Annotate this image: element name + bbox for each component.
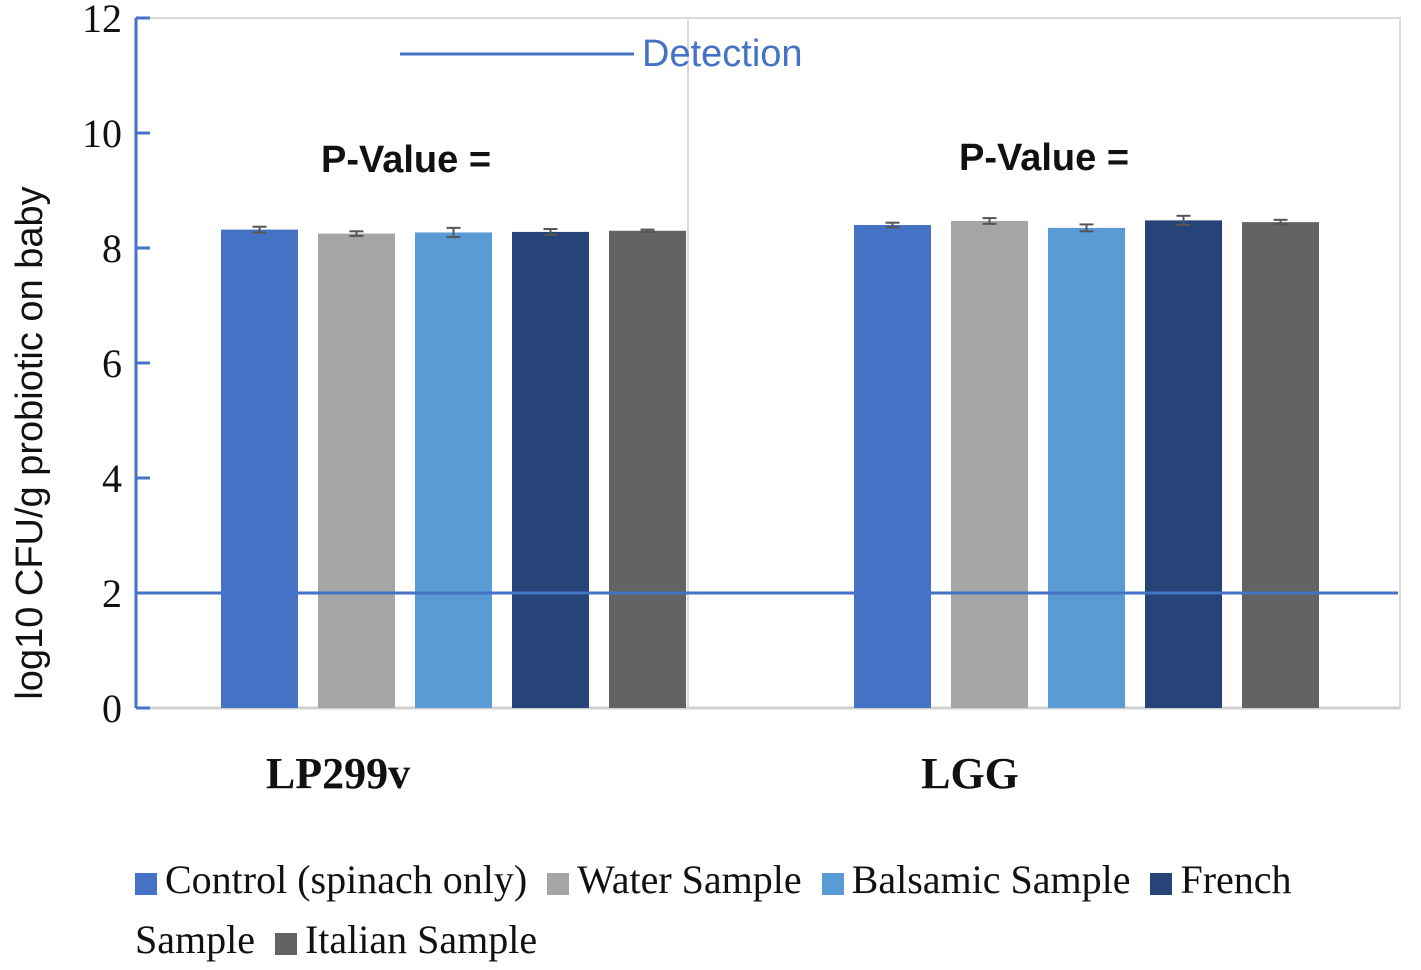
bar [512, 231, 589, 708]
x-category-label: LP299v [266, 749, 410, 798]
p-value-annotation: P-Value = [321, 139, 491, 181]
y-axis-label: log10 CFU/g probiotic on baby [9, 186, 51, 699]
y-tick-label: 8 [102, 226, 122, 271]
y-tick-label: 0 [102, 686, 122, 731]
bar [1048, 227, 1125, 708]
bar [1145, 220, 1222, 708]
legend-label: Control (spinach only) [165, 857, 528, 902]
legend-swatch [135, 873, 157, 895]
y-tick-label: 12 [82, 0, 122, 41]
bar [318, 233, 395, 708]
legend: Control (spinach only) Water Sample Bals… [135, 850, 1335, 970]
y-tick-label: 2 [102, 571, 122, 616]
y-tick-label: 4 [102, 456, 122, 501]
legend-label: Water Sample [577, 857, 802, 902]
legend-swatch [274, 933, 297, 955]
legend-label: Italian Sample [304, 917, 538, 962]
x-category-label: LGG [921, 749, 1019, 798]
legend-swatch [821, 873, 844, 895]
bar [609, 230, 686, 708]
legend-swatch [547, 873, 570, 895]
legend-label: Balsamic Sample [851, 857, 1131, 902]
bar [1242, 222, 1319, 708]
legend-item: Italian Sample [274, 917, 547, 962]
bar [415, 232, 492, 708]
legend-item: Control (spinach only) [135, 857, 537, 902]
legend-item: Balsamic Sample [821, 857, 1141, 902]
y-tick-label: 10 [82, 111, 122, 156]
bar [854, 225, 931, 708]
p-value-annotation: P-Value = [959, 137, 1129, 179]
bar [221, 229, 298, 708]
legend-swatch [1150, 873, 1173, 895]
y-tick-label: 6 [102, 341, 122, 386]
legend-item: Water Sample [547, 857, 811, 902]
chart-svg: 0 2 4 6 8 10 12 log10 CFU/g probiotic on baby LP… [9, 0, 1401, 798]
legend-label: French Sample [135, 857, 1292, 962]
detection-legend-label: Detection [642, 33, 803, 75]
legend-item: French Sample [135, 857, 1292, 962]
bar [951, 220, 1028, 708]
